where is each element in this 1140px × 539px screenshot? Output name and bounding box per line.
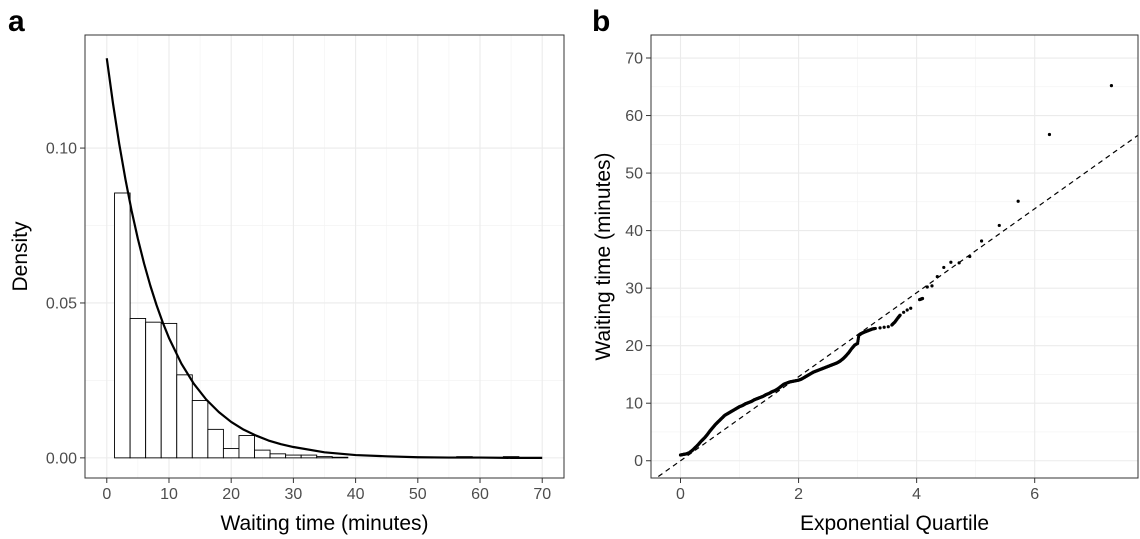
qq-point <box>930 284 934 288</box>
qq-point <box>942 265 946 270</box>
y-axis-title: Waiting time (minutes) <box>592 152 615 360</box>
x-tick-label: 60 <box>471 486 489 503</box>
panel-label-b: b <box>592 5 610 38</box>
qq-point <box>1047 132 1052 137</box>
histogram-bar <box>114 192 131 459</box>
plot-border <box>84 34 565 479</box>
y-tick-label: 0.10 <box>46 141 77 158</box>
histogram-bar <box>191 400 209 459</box>
x-tick-label: 70 <box>533 486 551 503</box>
histogram-bar <box>285 454 302 459</box>
y-tick-label: 50 <box>625 166 643 183</box>
y-tick-label: 0.05 <box>46 295 77 312</box>
y-tick-label: 20 <box>625 338 643 355</box>
qq-point <box>1109 84 1114 88</box>
qq-point <box>902 310 906 314</box>
histogram-bar <box>145 321 162 459</box>
histogram-bar <box>129 318 147 459</box>
x-tick-label: 6 <box>1030 486 1039 503</box>
histogram-bar <box>160 322 178 459</box>
reference-line <box>655 134 1138 478</box>
qq-point <box>997 223 1001 228</box>
plot-border <box>650 34 1139 479</box>
y-tick-label: 70 <box>625 51 643 68</box>
x-tick-label: 2 <box>794 486 803 503</box>
y-tick-label: 30 <box>625 281 643 298</box>
panel-label-a: a <box>8 5 25 38</box>
x-tick-label: 0 <box>102 486 111 503</box>
histogram-bar <box>316 456 333 459</box>
histogram-bar <box>269 453 287 459</box>
x-tick-label: 40 <box>347 486 365 503</box>
x-tick-label: 10 <box>160 486 178 503</box>
y-tick-label: 0.00 <box>46 450 77 467</box>
qq-point <box>957 261 961 265</box>
qq-point <box>898 313 902 317</box>
qq-point <box>920 296 925 301</box>
y-axis-title: Density <box>9 221 32 292</box>
qq-point <box>878 326 882 330</box>
y-tick-label: 10 <box>625 396 643 413</box>
histogram-bar <box>222 448 240 459</box>
plot-background <box>651 35 1138 478</box>
x-axis-title: Exponential Quartile <box>800 512 989 535</box>
y-tick-label: 0 <box>634 453 643 470</box>
y-tick-label: 40 <box>625 223 643 240</box>
histogram-panel: 0 10 20 30 40 50 60 70 0.00 0.05 0.10 Waiting time … <box>9 34 565 535</box>
qq-point <box>979 239 984 243</box>
histogram-bar <box>331 456 349 459</box>
x-tick-label: 20 <box>222 486 240 503</box>
x-tick-label: 50 <box>409 486 427 503</box>
y-tick-label: 60 <box>625 108 643 125</box>
histogram-bar <box>238 435 255 459</box>
x-tick-label: 4 <box>912 486 921 503</box>
histogram-bar <box>300 454 318 459</box>
x-tick-label: 30 <box>284 486 302 503</box>
density-curve <box>105 58 543 459</box>
qq-point <box>925 285 929 289</box>
qq-point <box>1016 199 1020 203</box>
qq-point <box>886 325 890 329</box>
qq-point <box>882 325 886 329</box>
histogram-bar <box>254 449 271 459</box>
qq-point <box>949 260 953 264</box>
qq-point <box>873 326 877 331</box>
histogram-bar <box>176 374 193 459</box>
x-axis-title: Waiting time (minutes) <box>220 512 428 535</box>
qq-point <box>935 275 939 279</box>
qq-point <box>909 306 913 310</box>
qq-point <box>968 254 972 259</box>
x-tick-label: 0 <box>676 486 685 503</box>
qq-point <box>905 308 909 312</box>
histogram-bar <box>207 428 224 459</box>
